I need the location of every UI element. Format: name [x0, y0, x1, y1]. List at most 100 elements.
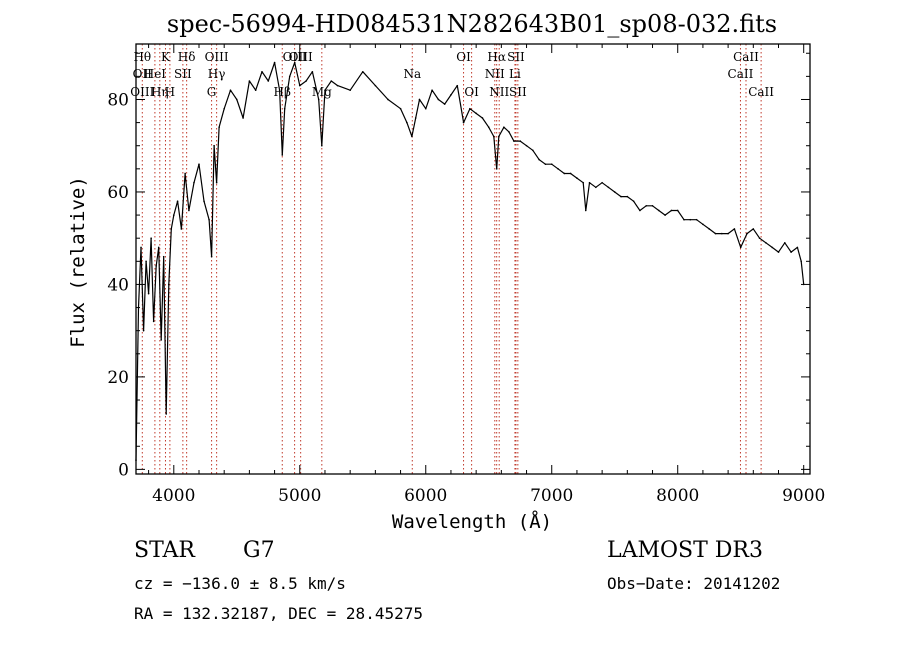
spectrum-point: [532, 149, 534, 152]
y-tick-label: 80: [107, 90, 129, 110]
spectrum-point: [387, 98, 389, 101]
spectrum-point: [305, 80, 307, 82]
coordinates: RA = 132.32187, DEC = 28.45275: [134, 604, 423, 623]
spectrum-point: [721, 232, 723, 235]
spectrum-point: [162, 255, 165, 258]
spectrum-point: [172, 214, 175, 216]
spectrum-point: [714, 232, 717, 235]
x-tick-label: 6000: [404, 486, 447, 506]
spectrum-point: [771, 246, 774, 249]
spectrum-point: [188, 209, 190, 212]
spectrum-point: [746, 232, 748, 235]
spectrum-point: [223, 107, 225, 110]
spectrum-point: [503, 126, 505, 129]
spectrum-point: [607, 186, 610, 189]
spectrum-point: [584, 209, 587, 212]
spectrum-point: [208, 218, 210, 221]
line-label: SII: [507, 50, 525, 64]
spectrum-point: [498, 135, 500, 138]
spectrum-point: [311, 70, 314, 73]
y-tick-label: 60: [107, 183, 129, 203]
spectrum-point: [513, 140, 515, 142]
observation-date: Obs−Date: 20141202: [607, 574, 781, 593]
spectrum-point: [626, 195, 629, 198]
spectrum-point: [733, 228, 736, 230]
spectrum-point: [670, 209, 673, 212]
spectrum-point: [418, 98, 421, 101]
spectrum-point: [469, 107, 471, 110]
spectrum-point: [582, 181, 585, 184]
spectrum-point: [361, 70, 364, 73]
spectrum-point: [450, 94, 452, 96]
spectrum-point: [288, 75, 291, 78]
line-label: Hη: [151, 85, 169, 99]
spectrum-point: [261, 70, 263, 73]
spectrum-point: [235, 98, 238, 101]
spectrum-point: [739, 246, 742, 249]
spectrum-point: [664, 214, 666, 216]
spectrum-point: [184, 172, 186, 175]
spectrum-point: [283, 107, 286, 110]
spectrum-point: [487, 126, 490, 129]
spectrum-point: [213, 144, 215, 147]
line-label: NII: [489, 85, 509, 99]
x-tick-label: 8000: [656, 486, 699, 506]
y-tick-label: 40: [107, 275, 129, 295]
spectrum-point: [254, 89, 257, 92]
spectrum-point: [157, 246, 160, 249]
spectrum-point: [317, 98, 320, 101]
spectrum-point: [193, 181, 195, 184]
emission-line-labels: HθOIIOIIIHeIHηKHSIIHδGOIIIHγHβOIIIOIIIMg…: [130, 50, 774, 99]
spectrum-point: [800, 260, 802, 263]
spectrum-point: [203, 200, 205, 203]
spectrum-point: [765, 242, 767, 244]
line-label: HeI: [144, 67, 167, 81]
x-axis-label: Wavelength (Å): [392, 510, 552, 533]
line-label: Mg: [312, 85, 332, 99]
spectrum-point: [437, 98, 440, 101]
spectrum-point: [242, 117, 244, 119]
spectrum-point: [165, 413, 168, 415]
spectrum-point: [708, 228, 711, 230]
spectrum-point: [790, 251, 792, 253]
line-label: OII: [133, 67, 153, 81]
spectrum-point: [695, 218, 698, 221]
spectrum-point: [550, 163, 553, 166]
spectrum-line: [135, 61, 805, 461]
spectrum-point: [508, 131, 510, 133]
spectrum-point: [676, 209, 679, 212]
spectral-subclass: G7: [243, 538, 275, 563]
spectrum-point: [492, 135, 495, 138]
plot-frame: [135, 43, 811, 475]
x-tick-label: 9000: [782, 486, 825, 506]
line-label: SII: [509, 85, 527, 99]
spectrum-point: [210, 255, 213, 258]
spectrum-point: [462, 121, 465, 124]
spectrum-point: [330, 80, 333, 82]
spectrum-point: [160, 339, 162, 341]
spectrum-point: [557, 168, 559, 170]
spectrum-point: [683, 218, 685, 221]
x-tick-label: 5000: [278, 486, 321, 506]
spectrum-point: [456, 84, 459, 87]
line-label: OIII: [283, 50, 307, 64]
spectrum-point: [702, 223, 704, 226]
spectrum-point: [281, 154, 284, 156]
spectrum-point: [727, 232, 729, 235]
line-label: OIII: [289, 50, 313, 64]
line-label: Na: [403, 67, 421, 81]
spectrum-point: [218, 126, 220, 129]
spectrum-point: [519, 140, 522, 142]
line-label: NII: [485, 67, 505, 81]
line-label: Hδ: [178, 50, 196, 64]
spectrum-series: [135, 61, 805, 461]
spectrum-point: [411, 135, 413, 138]
redshift-cz: cz = −136.0 ± 8.5 km/s: [134, 574, 346, 593]
spectrum-point: [406, 121, 408, 124]
spectrum-point: [293, 61, 296, 64]
spectrum-point: [147, 292, 150, 295]
spectrum-point: [431, 89, 433, 92]
line-label: K: [161, 50, 171, 64]
spectrum-point: [475, 112, 477, 115]
